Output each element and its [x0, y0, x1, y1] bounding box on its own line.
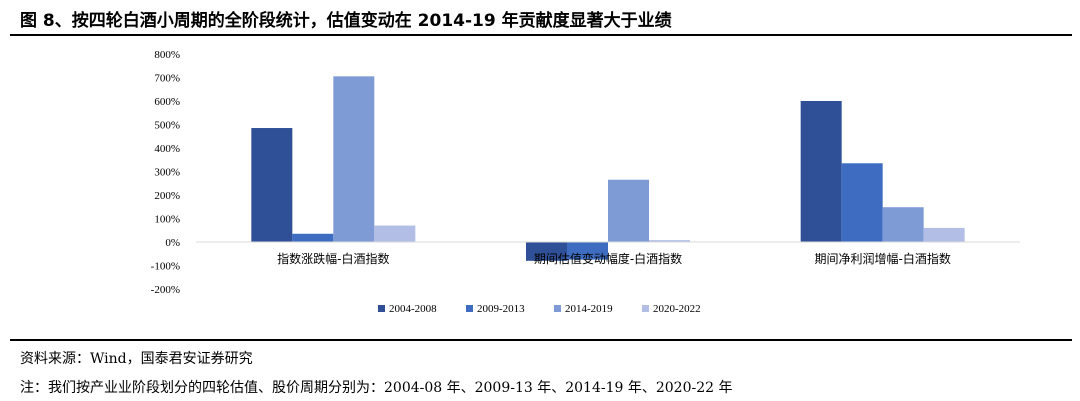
bar — [333, 76, 375, 242]
bar — [800, 101, 842, 242]
legend-swatch — [554, 305, 561, 312]
legend-swatch — [466, 305, 473, 312]
bar — [292, 233, 334, 242]
source-note: 资料来源：Wind，国泰君安证券研究 — [20, 351, 253, 367]
y-tick-label: -200% — [151, 284, 180, 296]
y-tick-label: 100% — [154, 214, 180, 226]
legend-label: 2009-2013 — [477, 303, 525, 315]
y-tick-label: 400% — [154, 143, 180, 155]
y-tick-label: 300% — [154, 167, 180, 179]
legend-label: 2020-2022 — [653, 303, 701, 315]
footnote: 注：我们按产业业阶段划分的四轮估值、股价周期分别为：2004-08 年、2009… — [20, 380, 733, 396]
category-label: 期间净利润增幅-白酒指数 — [814, 251, 950, 266]
category-label: 期间估值变动幅度-白酒指数 — [534, 251, 682, 266]
y-tick-label: 500% — [154, 120, 180, 132]
bar — [567, 242, 608, 260]
legend-label: 2004-2008 — [389, 303, 437, 315]
y-tick-label: 600% — [154, 96, 180, 108]
bar — [608, 179, 649, 242]
bar — [526, 242, 567, 261]
bar — [251, 128, 293, 242]
top-rule — [10, 34, 1072, 36]
y-tick-label: -100% — [151, 261, 180, 273]
bottom-rule — [10, 339, 1072, 341]
y-tick-label: 200% — [154, 190, 180, 202]
y-tick-label: 0% — [165, 237, 180, 249]
legend-swatch — [642, 305, 649, 312]
x-axis: 指数涨跌幅-白酒指数 期间估值变动幅度-白酒指数 期间净利润增幅-白酒指数 — [277, 251, 951, 266]
bar — [882, 207, 924, 242]
legend: 2004-2008 2009-2013 2014-2019 2020-2022 — [378, 303, 701, 315]
figure-title: 图 8、按四轮白酒小周期的全阶段统计，估值变动在 2014-19 年贡献度显著大… — [20, 11, 672, 31]
category-label: 指数涨跌幅-白酒指数 — [277, 251, 389, 266]
bar — [649, 240, 690, 242]
bar — [841, 163, 883, 242]
legend-label: 2014-2019 — [565, 303, 613, 315]
legend-swatch — [378, 305, 385, 312]
bar — [374, 225, 416, 242]
bar-chart: 800% 700% 600% 500% 400% 300% 200% 100% 0% -100% -… — [151, 49, 1020, 315]
y-tick-label: 700% — [154, 73, 180, 85]
bar — [923, 227, 965, 242]
y-axis: 800% 700% 600% 500% 400% 300% 200% 100% 0% -100% -… — [151, 49, 180, 296]
y-tick-label: 800% — [154, 49, 180, 61]
bar-series — [251, 76, 965, 261]
